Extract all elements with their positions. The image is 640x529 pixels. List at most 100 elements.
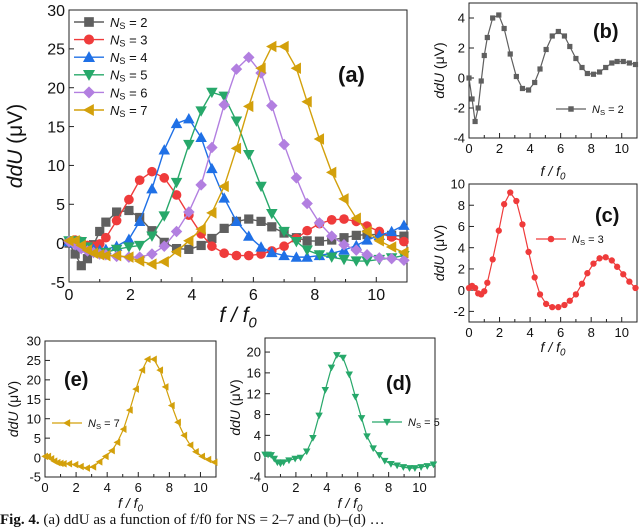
data-point-ns2	[82, 254, 93, 264]
data-point-ns2	[561, 33, 568, 39]
data-point-ns5	[333, 352, 341, 359]
plot-frame	[468, 183, 638, 323]
data-point-ns7	[266, 40, 277, 53]
data-point-ns2	[596, 69, 603, 75]
data-point-ns7	[338, 193, 349, 205]
data-point-ns6	[230, 63, 243, 75]
data-point-ns6	[325, 230, 338, 242]
y-tick-label: -4	[249, 470, 261, 485]
x-tick-label: 10	[412, 480, 426, 495]
data-point-ns5	[399, 464, 408, 471]
y-tick-label: 10	[27, 411, 41, 426]
x-tick-label: 8	[588, 141, 595, 156]
legend-var: N	[592, 104, 600, 116]
data-point-ns7	[183, 235, 194, 247]
y-axis-label-var: ddU	[5, 411, 21, 438]
data-point-ns3	[279, 241, 289, 252]
data-point-ns3	[519, 221, 526, 228]
data-point-ns3	[608, 257, 615, 264]
data-point-ns5	[369, 445, 377, 453]
legend-var: N	[110, 103, 120, 118]
data-point-ns2	[399, 231, 409, 241]
y-tick-label: 25	[47, 42, 65, 59]
legend-eq: = 7	[101, 418, 120, 430]
x-tick-label: 6	[557, 141, 564, 156]
legend-eq: = 3	[125, 33, 147, 48]
data-point-ns2	[481, 52, 487, 59]
data-point-ns2	[525, 87, 532, 93]
x-tick-label: 6	[249, 287, 258, 304]
data-point-ns2	[555, 28, 561, 35]
data-point-ns5	[417, 464, 425, 471]
plot-frame	[68, 9, 408, 283]
data-point-ns7	[361, 225, 372, 238]
legend-marker	[82, 51, 96, 63]
data-point-ns5	[411, 465, 419, 472]
data-point-ns7	[150, 355, 157, 364]
data-point-ns2	[490, 15, 496, 21]
x-axis-label-main: f / f	[338, 495, 360, 511]
data-point-ns6	[313, 217, 326, 229]
y-axis-label-unit: (μV)	[431, 225, 447, 256]
data-point-ns7	[65, 460, 73, 468]
data-point-ns2	[579, 64, 585, 71]
data-point-ns5	[296, 454, 305, 462]
data-point-ns7	[170, 245, 182, 258]
data-point-ns7	[138, 366, 146, 374]
data-point-ns2	[543, 46, 549, 53]
data-point-ns7	[100, 249, 111, 262]
data-point-ns5	[338, 254, 350, 266]
legend-eq: = 5	[125, 68, 147, 83]
data-point-ns3	[111, 215, 122, 226]
x-tick-label: 8	[588, 325, 595, 340]
panel-label: (a)	[338, 62, 365, 87]
data-point-ns6	[361, 249, 373, 261]
legend-label: NS = 3	[110, 33, 148, 49]
data-point-ns7	[101, 452, 109, 461]
legend-sub: S	[600, 108, 605, 117]
plot-frame	[264, 337, 436, 478]
x-axis-label-sub: 0	[249, 315, 258, 331]
legend-sub: S	[580, 238, 585, 247]
data-point-ns7	[167, 401, 175, 410]
data-point-ns7	[206, 207, 217, 219]
data-point-ns3	[471, 284, 479, 292]
data-point-ns3	[572, 291, 580, 298]
data-point-ns7	[301, 95, 312, 108]
x-tick-label: 4	[526, 141, 533, 156]
data-point-ns3	[507, 189, 514, 196]
legend-eq: = 6	[125, 85, 147, 100]
data-point-ns2	[584, 70, 590, 77]
data-point-ns5	[350, 256, 363, 267]
data-point-ns3	[481, 288, 488, 295]
data-point-ns5	[290, 236, 303, 248]
y-tick-label: 15	[47, 119, 65, 136]
legend-var: N	[408, 417, 416, 429]
data-point-ns7	[373, 235, 384, 247]
data-point-ns6	[350, 244, 363, 256]
legend-marker	[547, 235, 555, 243]
legend-label: NS = 5	[408, 417, 440, 430]
data-point-ns4	[183, 113, 195, 124]
legend-eq: = 2	[125, 15, 147, 30]
data-point-ns5	[357, 415, 366, 422]
data-point-ns2	[626, 60, 632, 66]
caption-text: (a) ddU as a function of f/f0 for NS = 2…	[39, 512, 385, 528]
data-point-ns5	[266, 209, 278, 220]
plot-frame	[468, 2, 638, 139]
figure-caption: Fig. 4. (a) ddU as a function of f/f0 fo…	[0, 512, 640, 529]
plot-frame	[44, 340, 217, 478]
data-point-ns4	[278, 249, 290, 261]
data-point-ns7	[125, 406, 133, 414]
legend-item-ns5: NS = 5	[372, 417, 440, 430]
data-point-ns7	[87, 247, 99, 259]
data-point-ns2	[184, 244, 194, 254]
data-point-ns2	[466, 75, 472, 81]
data-point-ns5	[393, 462, 401, 470]
data-point-ns2	[244, 214, 254, 224]
data-point-ns3	[632, 284, 639, 292]
y-tick-label: 0	[34, 450, 41, 465]
